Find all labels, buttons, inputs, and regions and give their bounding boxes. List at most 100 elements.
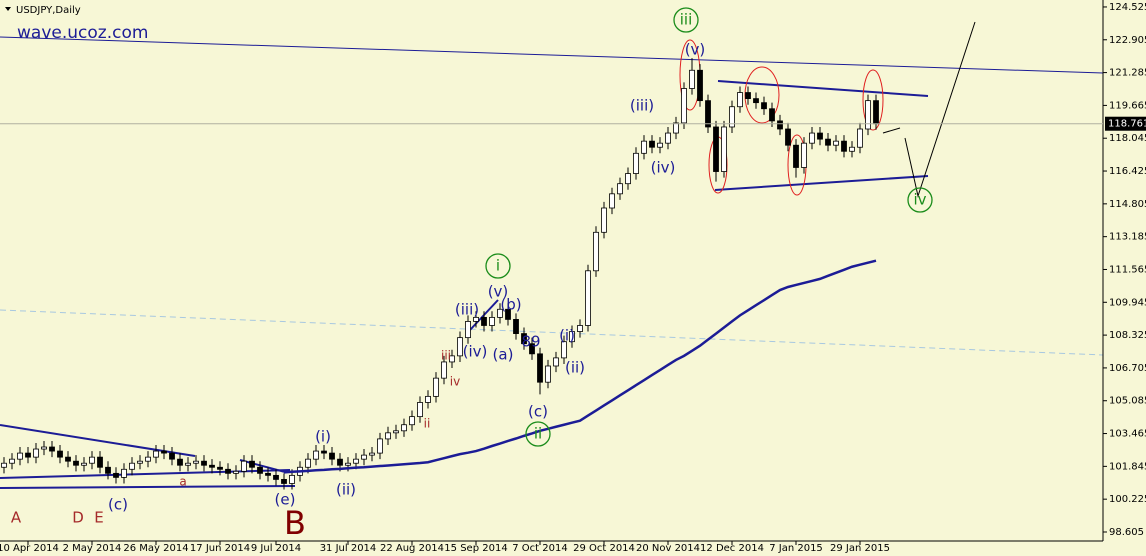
wave-label: (v)	[488, 283, 509, 301]
x-tick-label: 31 Jul 2014	[320, 543, 377, 554]
highlight	[744, 66, 780, 124]
wave-label: (b)	[500, 296, 521, 314]
wave-label: A	[11, 509, 22, 527]
y-tick-label: 108.325	[1109, 330, 1146, 341]
candle-body	[321, 450, 327, 454]
trend-line	[714, 175, 929, 191]
x-tick-label: 2 May 2014	[63, 543, 122, 554]
candle-body	[705, 100, 711, 128]
wave-label: (iii)	[630, 97, 654, 115]
candle-body	[873, 100, 879, 125]
candle-body	[17, 452, 23, 460]
candle-body	[481, 316, 487, 326]
candle-body	[553, 357, 559, 367]
wave-label: i	[496, 257, 500, 275]
candle-body	[153, 450, 159, 458]
candle-body	[657, 142, 663, 148]
x-tick-label: 7 Oct 2014	[512, 543, 567, 554]
candle-body	[41, 446, 47, 450]
candle-body	[593, 231, 599, 272]
candle-body	[585, 270, 591, 326]
candle-body	[817, 132, 823, 140]
candle-body	[361, 454, 367, 460]
candle-body	[1, 462, 7, 468]
y-tick-label: 109.945	[1109, 297, 1146, 308]
x-tick-label: 29 Jan 2015	[830, 543, 890, 554]
candle-body	[745, 92, 751, 100]
x-tick-label: 17 Jun 2014	[190, 543, 250, 554]
y-tick-label: 103.465	[1109, 429, 1146, 440]
candle-body	[609, 193, 615, 209]
candle-body	[145, 456, 151, 462]
candle-body	[33, 448, 39, 458]
candle-body	[409, 416, 415, 426]
menu-icon	[5, 7, 11, 11]
candle-body	[785, 128, 791, 146]
candle-body	[385, 432, 391, 440]
wave-label: iii	[441, 349, 451, 363]
candle-body	[737, 92, 743, 108]
candle-body	[505, 308, 511, 320]
candle-body	[353, 458, 359, 464]
candle-body	[465, 321, 471, 339]
candle-body	[73, 460, 79, 466]
x-tick-label: 15 Sep 2014	[444, 543, 507, 554]
wave-label: E	[94, 509, 103, 527]
candle-body	[441, 361, 447, 379]
candle-body	[833, 140, 839, 146]
candle-body	[121, 468, 127, 478]
wave-label: D	[72, 509, 84, 527]
wave-label: (iii)	[455, 301, 479, 319]
candle-body	[529, 343, 535, 355]
candle-body	[177, 458, 183, 466]
wave-label: (c)	[108, 496, 128, 514]
candle-body	[201, 460, 207, 466]
wave-circle	[525, 421, 551, 447]
candle-body	[369, 452, 375, 456]
candle-body	[801, 142, 807, 168]
candle-body	[513, 319, 519, 334]
wave-label: ii	[424, 417, 431, 431]
candle-body	[129, 462, 135, 470]
price-label: 118.761	[1108, 119, 1146, 130]
wave-label: 89	[521, 333, 540, 351]
candle-body	[809, 132, 815, 144]
watermark: wave.ucoz.com	[17, 23, 148, 43]
wave-label: (iv)	[651, 159, 676, 177]
x-tick-label: 12 Dec 2014	[700, 543, 764, 554]
candle-body	[265, 472, 271, 476]
candle-body	[681, 88, 687, 124]
candle-body	[377, 438, 383, 454]
y-tick-label: 124.525	[1109, 2, 1146, 13]
candle-body	[697, 69, 703, 102]
candle-body	[849, 146, 855, 152]
wave-circle	[907, 187, 933, 213]
candle-body	[673, 122, 679, 134]
y-tick-label: 98.605	[1109, 527, 1144, 538]
projection	[904, 21, 976, 198]
y-tick-label: 119.665	[1109, 100, 1146, 111]
wave-label: (a)	[493, 346, 514, 364]
wave-label: (c)	[528, 403, 548, 421]
candle-body	[649, 140, 655, 148]
x-tick-label: 10 Apr 2014	[0, 543, 59, 554]
wave-label: (ii)	[336, 481, 356, 499]
x-tick-label: 22 Aug 2014	[380, 543, 444, 554]
drawings	[0, 21, 1104, 489]
candle-body	[841, 140, 847, 152]
wave-label: iv	[450, 375, 460, 389]
candle-body	[337, 458, 343, 466]
y-tick-label: 114.805	[1109, 199, 1146, 210]
y-tick-label: 118.045	[1109, 133, 1146, 144]
candle-body	[865, 100, 871, 130]
candle-body	[537, 353, 543, 383]
candle-body	[777, 120, 783, 130]
wave-label: a	[179, 475, 186, 489]
wave-label: (ii)	[565, 359, 585, 377]
trend-line	[239, 459, 286, 473]
candle-body	[433, 377, 439, 397]
candle-body	[497, 308, 503, 318]
candle-body	[273, 474, 279, 480]
